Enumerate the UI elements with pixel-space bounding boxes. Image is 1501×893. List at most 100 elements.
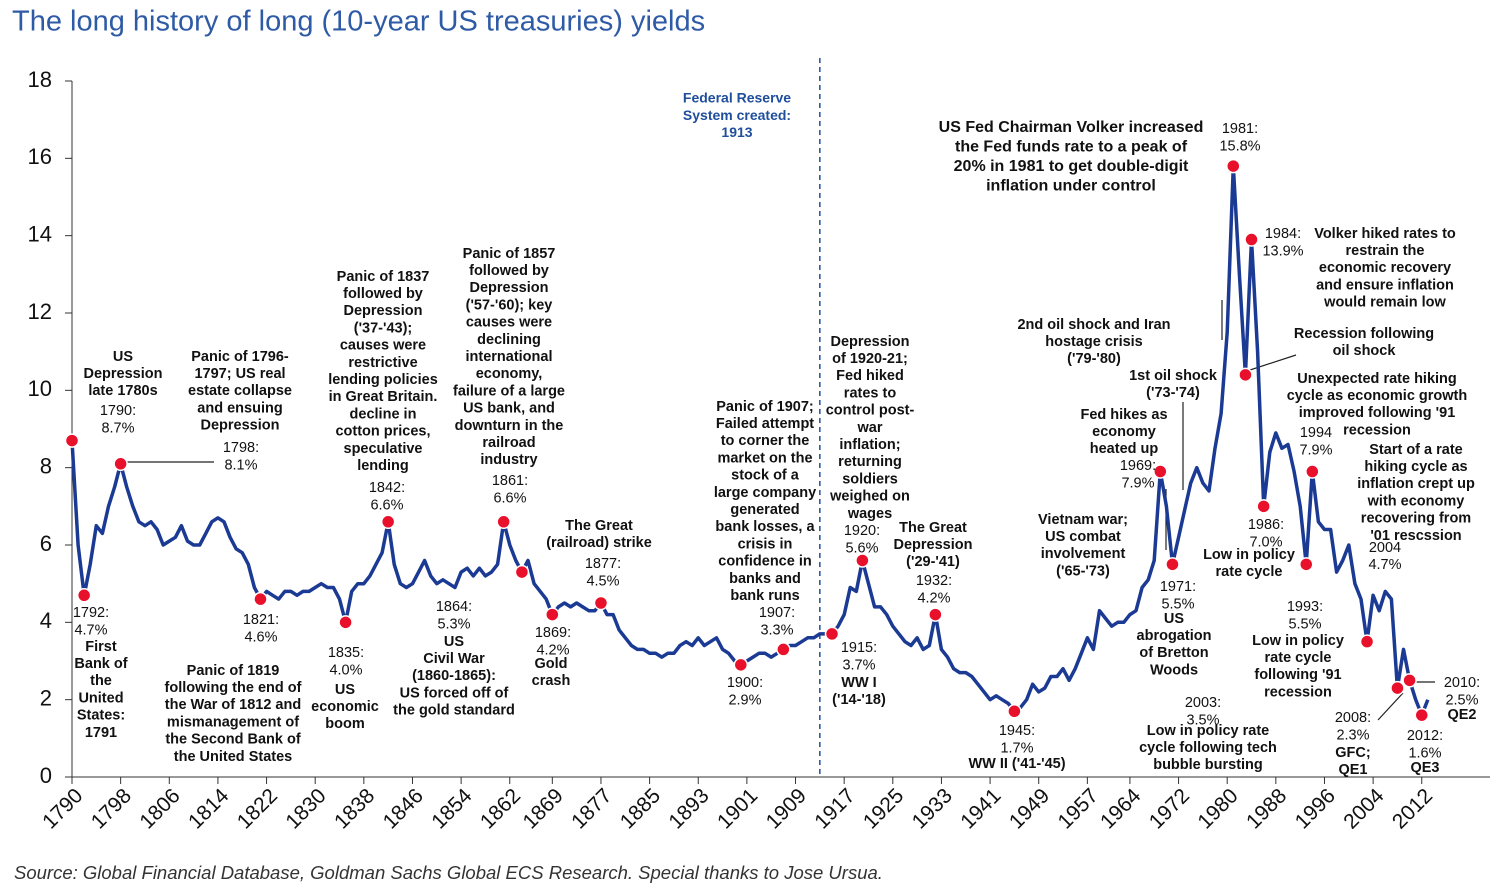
- highlight-value: 2.5%: [1445, 692, 1478, 708]
- x-tick-label: 1996: [1291, 784, 1340, 833]
- highlight-dot: [1402, 673, 1417, 688]
- annotation: 1797; US real: [194, 366, 285, 382]
- annotation: QE3: [1410, 760, 1439, 776]
- annotation: Fed hikes as: [1080, 407, 1167, 423]
- highlight-dot: [545, 607, 560, 622]
- highlight-dot: [1153, 464, 1168, 479]
- highlight-dot: [1305, 464, 1320, 479]
- x-tick-label: 1790: [38, 784, 87, 833]
- annotation: US: [113, 349, 133, 365]
- annotation: large company: [714, 485, 816, 501]
- highlight-year: 1994: [1300, 425, 1332, 441]
- highlight-dot: [514, 564, 530, 580]
- annotation: inflation crept up: [1357, 476, 1475, 492]
- highlight-value: 2.9%: [728, 692, 761, 708]
- highlight-year: 1969:: [1120, 458, 1156, 474]
- annotation: (railroad) strike: [546, 535, 652, 551]
- annotation: mismanagement of: [167, 714, 299, 730]
- highlight-year: 1835:: [328, 645, 364, 661]
- annotation: economic: [311, 699, 379, 715]
- highlight-dot: [776, 642, 791, 657]
- annotation: downturn in the: [455, 418, 564, 434]
- y-tick-label: 16: [28, 144, 52, 169]
- annotation: economy: [1092, 424, 1156, 440]
- annotation: causes were: [340, 338, 426, 354]
- annotation: oil shock: [1333, 343, 1397, 359]
- y-tick-label: 18: [28, 67, 52, 92]
- highlight-value: 8.7%: [101, 420, 134, 436]
- y-tick-label: 2: [40, 685, 52, 710]
- chart-title: The long history of long (10-year US tre…: [12, 6, 705, 38]
- annotation: Panic of 1857: [463, 246, 556, 262]
- annotation: cycle as economic growth: [1287, 388, 1468, 404]
- highlight-value: 4.0%: [329, 662, 362, 678]
- highlight-year: 1798:: [223, 440, 259, 456]
- highlight-value: 8.1%: [224, 457, 257, 473]
- highlight-dot: [1244, 232, 1259, 247]
- x-tick-label: 1830: [281, 784, 330, 833]
- highlight-value: 13.9%: [1262, 243, 1303, 259]
- annotation: Depression: [470, 280, 549, 296]
- highlight-value: 7.9%: [1121, 475, 1154, 491]
- highlight-year: 1932:: [916, 573, 952, 589]
- annotation: boom: [325, 716, 364, 732]
- annotation: economy,: [476, 366, 543, 382]
- connector: [1377, 692, 1404, 721]
- highlight-dot: [1298, 557, 1314, 572]
- highlight-value: 5.3%: [437, 616, 470, 632]
- x-tick-label: 1909: [762, 784, 811, 833]
- annotation: railroad: [482, 435, 535, 451]
- annotation: bubble bursting: [1153, 757, 1263, 773]
- highlight-value: 4.2%: [917, 590, 950, 606]
- annotation: crash: [532, 673, 571, 689]
- annotation: Panic of 1907;: [716, 399, 814, 415]
- highlight-year: 1821:: [243, 612, 279, 628]
- highlight-dot: [593, 595, 609, 611]
- annotation: lending policies: [328, 372, 438, 388]
- annotation: of Bretton: [1139, 645, 1208, 661]
- annotation: economic recovery: [1319, 260, 1451, 276]
- annotation: WW II ('41-'45): [968, 756, 1065, 772]
- highlight-dot: [64, 433, 80, 448]
- x-tick-label: 2004: [1339, 784, 1389, 834]
- highlight-year: 1915:: [841, 640, 877, 656]
- annotation: Depression: [201, 418, 280, 434]
- x-tick-label: 1885: [616, 784, 665, 833]
- x-tick-label: 1957: [1054, 784, 1103, 833]
- annotation: rates to: [844, 385, 897, 401]
- annotation: ('73-'74): [1146, 385, 1200, 401]
- highlight-value: 4.6%: [244, 629, 277, 645]
- annotation: Bank of: [74, 656, 127, 672]
- annotation: improved following '91: [1299, 405, 1456, 421]
- annotation: Volker hiked rates to: [1314, 226, 1456, 242]
- annotation: The Great: [565, 518, 633, 534]
- highlight-dot: [113, 456, 128, 472]
- annotation: Panic of 1819: [187, 663, 280, 679]
- highlight-dot: [1226, 158, 1241, 174]
- annotation: US combat: [1045, 529, 1121, 545]
- highlight-dot: [733, 657, 749, 673]
- x-tick-label: 1941: [956, 784, 1005, 833]
- annotation: inflation under control: [986, 178, 1156, 195]
- highlight-dot: [1359, 634, 1375, 649]
- annotation: Depression: [894, 537, 973, 553]
- x-tick-label: 1877: [567, 784, 616, 833]
- annotation: Low in policy: [1203, 547, 1295, 563]
- annotation: generated: [730, 502, 799, 518]
- annotation: 1st oil shock: [1129, 368, 1218, 384]
- highlight-year: 1869:: [535, 625, 571, 641]
- highlight-value: 6.6%: [493, 490, 526, 506]
- annotation: restrictive: [348, 355, 417, 371]
- highlight-year: 1945:: [999, 723, 1035, 739]
- annotation: abrogation: [1137, 628, 1212, 644]
- annotation: restrain the: [1346, 243, 1425, 259]
- x-tick-label: 1972: [1145, 784, 1194, 833]
- x-tick-label: 1869: [518, 784, 567, 833]
- annotation: WW I: [841, 675, 876, 691]
- highlight-dot: [338, 615, 353, 630]
- annotation: 4.7%: [1368, 557, 1401, 573]
- annotation: bank losses, a: [715, 519, 815, 535]
- annotation: war: [857, 420, 883, 436]
- highlight-value: 1.6%: [1408, 745, 1441, 761]
